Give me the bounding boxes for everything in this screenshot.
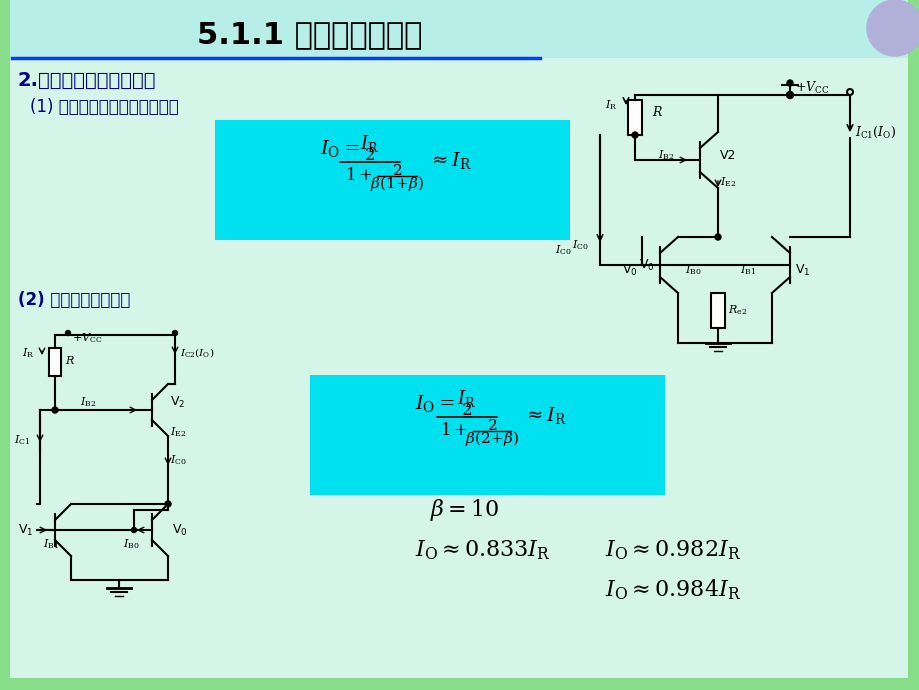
Text: $I_{\mathrm{B2}}$: $I_{\mathrm{B2}}$: [657, 148, 674, 162]
Bar: [0, 0, 919, 58]
Circle shape: [786, 80, 792, 86]
Text: $I_{\mathrm{R}}$: $I_{\mathrm{R}}$: [22, 346, 35, 360]
Text: $R$: $R$: [65, 354, 75, 366]
Bar: [710, 293, 724, 328]
Text: $\beta = 10$: $\beta = 10$: [429, 497, 499, 523]
Text: $I_{\mathrm{B2}}$: $I_{\mathrm{B2}}$: [80, 395, 96, 409]
Circle shape: [631, 132, 637, 138]
Text: $\beta(2\!+\!\beta)$: $\beta(2\!+\!\beta)$: [464, 428, 518, 448]
Text: 2.改进的镜像电流源电路: 2.改进的镜像电流源电路: [18, 70, 156, 90]
Text: $+V_{\mathrm{CC}}$: $+V_{\mathrm{CC}}$: [794, 80, 828, 96]
Circle shape: [131, 527, 136, 533]
Text: $I_{\mathrm{C0}}$: $I_{\mathrm{C0}}$: [554, 243, 572, 257]
Circle shape: [65, 331, 71, 335]
Text: $I_{\mathrm{C0}}$: $I_{\mathrm{C0}}$: [572, 238, 588, 252]
Text: $I_{\mathrm{O}} \approx 0.833 I_{\mathrm{R}}$: $I_{\mathrm{O}} \approx 0.833 I_{\mathrm…: [414, 538, 550, 562]
Text: $+V_{\mathrm{CC}}$: $+V_{\mathrm{CC}}$: [72, 331, 103, 345]
Text: (1) 带缓冲级的镜像电流源电路: (1) 带缓冲级的镜像电流源电路: [30, 98, 178, 116]
Text: $I_{\mathrm{B1}}$: $I_{\mathrm{B1}}$: [739, 263, 755, 277]
Text: V$_2$: V$_2$: [170, 395, 185, 410]
Text: $\approx I_{\mathrm{R}}$: $\approx I_{\mathrm{R}}$: [522, 404, 566, 426]
Text: V$_0$: V$_0$: [621, 262, 637, 277]
Text: $1+$: $1+$: [345, 166, 372, 184]
Text: $I_{\mathrm{B1}}$: $I_{\mathrm{B1}}$: [43, 537, 59, 551]
Text: (2) 威尔逊电流源电路: (2) 威尔逊电流源电路: [18, 291, 130, 309]
Text: $I_{\mathrm{C1}}$: $I_{\mathrm{C1}}$: [14, 433, 30, 447]
Bar: [628, 100, 641, 135]
Bar: [310, 375, 664, 495]
Text: V$_0$: V$_0$: [639, 257, 654, 273]
Text: $I_{\mathrm{R}}$: $I_{\mathrm{R}}$: [457, 388, 476, 408]
Text: $I_{\mathrm{R}}$: $I_{\mathrm{R}}$: [360, 132, 380, 153]
Circle shape: [714, 234, 720, 240]
Text: $1+$: $1+$: [439, 421, 468, 439]
Text: $R$: $R$: [652, 105, 663, 119]
Text: $2$: $2$: [391, 163, 402, 177]
Bar: [49, 348, 61, 376]
Text: V2: V2: [720, 148, 735, 161]
Circle shape: [173, 331, 177, 335]
Bar: [907, 0, 919, 690]
Text: $I_{\mathrm{C1}}(I_{\mathrm{O}})$: $I_{\mathrm{C1}}(I_{\mathrm{O}})$: [854, 124, 895, 139]
Circle shape: [786, 92, 792, 99]
Circle shape: [866, 0, 919, 56]
Text: $I_{\mathrm{O}} \approx 0.982 I_{\mathrm{R}}$: $I_{\mathrm{O}} \approx 0.982 I_{\mathrm…: [605, 538, 741, 562]
Text: $\approx I_{\mathrm{R}}$: $\approx I_{\mathrm{R}}$: [427, 150, 471, 170]
Bar: [0, 0, 10, 690]
Text: $I_{\mathrm{B0}}$: $I_{\mathrm{B0}}$: [123, 537, 140, 551]
Circle shape: [52, 407, 58, 413]
Text: $I_{\mathrm{E2}}$: $I_{\mathrm{E2}}$: [170, 425, 187, 439]
Text: V$_0$: V$_0$: [172, 522, 187, 538]
Text: $I_{\mathrm{E2}}$: $I_{\mathrm{E2}}$: [720, 175, 735, 189]
Text: $I_{\mathrm{B0}}$: $I_{\mathrm{B0}}$: [685, 263, 701, 277]
Text: 5.1.1 基本电流源电路: 5.1.1 基本电流源电路: [197, 21, 422, 50]
Text: $I_{\mathrm{O}}=$: $I_{\mathrm{O}}=$: [320, 137, 359, 159]
Circle shape: [165, 501, 171, 507]
Text: $I_{\mathrm{O}}=$: $I_{\mathrm{O}}=$: [414, 393, 454, 413]
Bar: [0, 678, 919, 690]
Bar: [215, 120, 570, 240]
Text: $I_{\mathrm{R}}$: $I_{\mathrm{R}}$: [605, 98, 618, 112]
Text: $R_{\mathrm{e2}}$: $R_{\mathrm{e2}}$: [727, 303, 746, 317]
Text: $I_{\mathrm{C0}}$: $I_{\mathrm{C0}}$: [170, 453, 187, 467]
Text: $2$: $2$: [486, 417, 496, 433]
Text: V$_1$: V$_1$: [17, 522, 33, 538]
Text: $2$: $2$: [461, 401, 472, 419]
Text: $I_{\mathrm{C2}}(I_{\mathrm{O}})$: $I_{\mathrm{C2}}(I_{\mathrm{O}})$: [180, 346, 214, 359]
Text: $\beta(1\!+\!\beta)$: $\beta(1\!+\!\beta)$: [369, 173, 424, 193]
Text: $I_{\mathrm{O}} \approx 0.984 I_{\mathrm{R}}$: $I_{\mathrm{O}} \approx 0.984 I_{\mathrm…: [605, 578, 741, 602]
Text: V$_1$: V$_1$: [794, 262, 810, 277]
Text: $2$: $2$: [364, 146, 375, 164]
